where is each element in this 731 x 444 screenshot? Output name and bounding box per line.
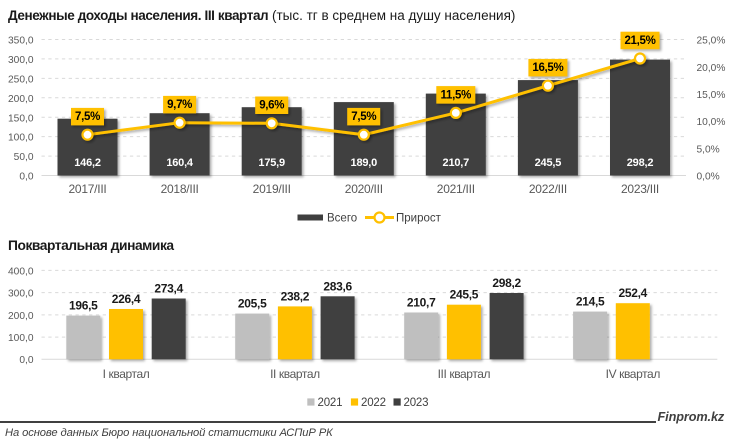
svg-text:350,0: 350,0	[8, 36, 34, 47]
svg-text:I квартал: I квартал	[103, 367, 150, 381]
svg-text:189,0: 189,0	[351, 157, 378, 169]
svg-text:226,4: 226,4	[112, 292, 141, 306]
svg-text:2020/III: 2020/III	[345, 182, 383, 196]
svg-text:160,4: 160,4	[166, 157, 194, 169]
svg-text:50,0: 50,0	[14, 152, 34, 163]
svg-text:15,0%: 15,0%	[697, 90, 726, 101]
svg-text:250,0: 250,0	[8, 75, 34, 86]
svg-text:205,5: 205,5	[238, 297, 267, 311]
svg-text:Прирост: Прирост	[396, 213, 442, 225]
svg-text:100,0: 100,0	[8, 133, 34, 144]
svg-text:2023/III: 2023/III	[621, 182, 659, 196]
svg-text:300,0: 300,0	[8, 55, 34, 66]
svg-text:0,0: 0,0	[19, 172, 33, 183]
svg-text:200,0: 200,0	[8, 311, 34, 322]
svg-text:11,5%: 11,5%	[441, 89, 472, 101]
svg-text:210,7: 210,7	[443, 157, 470, 169]
svg-text:7,5%: 7,5%	[75, 111, 100, 123]
svg-text:196,5: 196,5	[69, 299, 98, 313]
svg-text:2021: 2021	[318, 397, 343, 409]
svg-text:2022: 2022	[361, 397, 386, 409]
svg-text:2018/III: 2018/III	[161, 182, 199, 196]
svg-text:III квартал: III квартал	[438, 367, 491, 381]
svg-text:0,0%: 0,0%	[697, 172, 720, 183]
svg-text:7,5%: 7,5%	[351, 111, 376, 123]
svg-text:2019/III: 2019/III	[253, 182, 291, 196]
svg-text:252,4: 252,4	[619, 286, 648, 300]
svg-text:2022/III: 2022/III	[529, 182, 567, 196]
svg-text:9,6%: 9,6%	[259, 100, 284, 112]
svg-text:245,5: 245,5	[535, 157, 562, 169]
svg-text:20,0%: 20,0%	[697, 63, 726, 74]
svg-text:238,2: 238,2	[281, 289, 310, 303]
svg-text:245,5: 245,5	[450, 288, 479, 302]
svg-text:273,4: 273,4	[154, 282, 183, 296]
svg-text:10,0%: 10,0%	[697, 117, 726, 128]
svg-text:146,2: 146,2	[74, 157, 101, 169]
svg-text:9,7%: 9,7%	[167, 99, 192, 111]
svg-text:2023: 2023	[404, 397, 429, 409]
svg-text:II квартал: II квартал	[270, 367, 320, 381]
svg-text:283,6: 283,6	[323, 279, 352, 293]
svg-text:21,5%: 21,5%	[624, 35, 655, 47]
svg-text:100,0: 100,0	[8, 333, 34, 344]
svg-text:175,9: 175,9	[258, 157, 285, 169]
svg-text:Всего: Всего	[327, 213, 357, 225]
svg-text:200,0: 200,0	[8, 94, 34, 105]
svg-text:2021/III: 2021/III	[437, 182, 475, 196]
svg-text:IV квартал: IV квартал	[606, 367, 661, 381]
svg-text:210,7: 210,7	[407, 296, 436, 310]
svg-text:298,2: 298,2	[492, 276, 521, 290]
svg-text:0,0: 0,0	[19, 355, 33, 366]
svg-text:16,5%: 16,5%	[532, 62, 563, 74]
svg-text:214,5: 214,5	[576, 295, 605, 309]
svg-text:2017/III: 2017/III	[68, 182, 106, 196]
svg-text:300,0: 300,0	[8, 289, 34, 300]
svg-text:25,0%: 25,0%	[697, 36, 726, 47]
svg-text:150,0: 150,0	[8, 113, 34, 124]
svg-text:5,0%: 5,0%	[697, 144, 720, 155]
svg-text:298,2: 298,2	[627, 157, 654, 169]
svg-text:400,0: 400,0	[8, 266, 34, 277]
